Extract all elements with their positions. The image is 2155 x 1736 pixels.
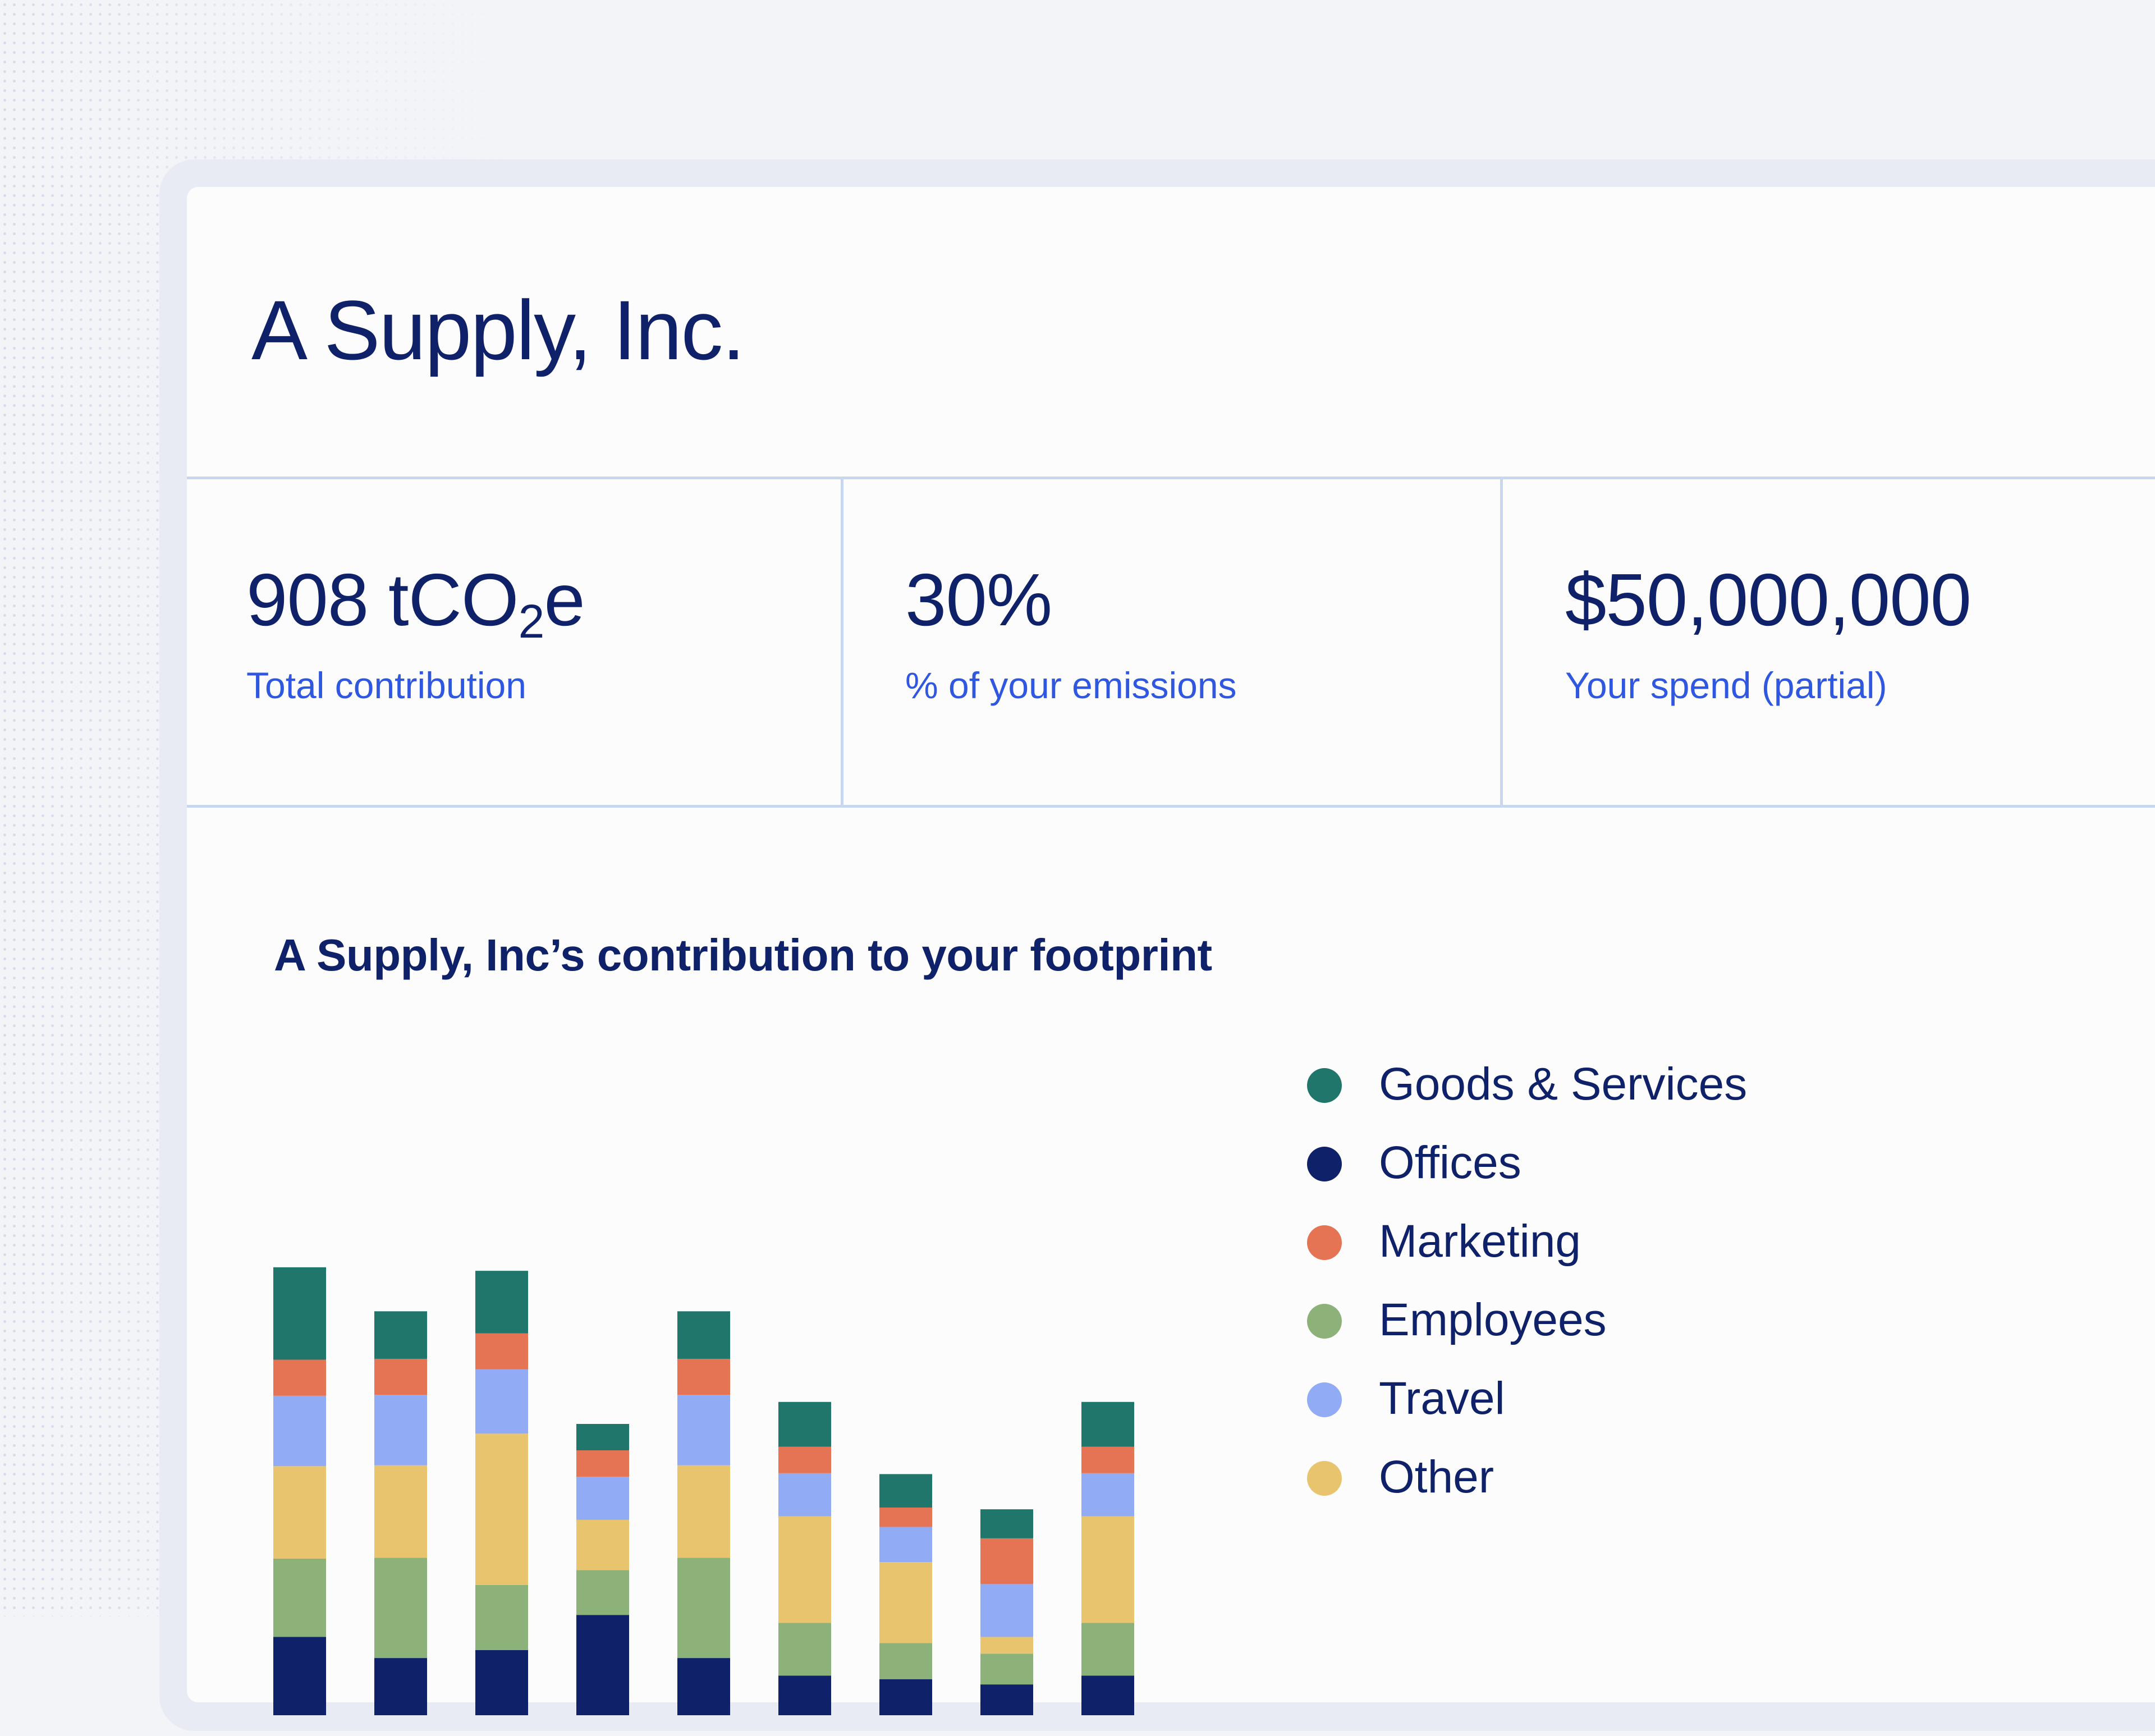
legend-label: Travel xyxy=(1379,1373,1505,1424)
bar-segment-marketing xyxy=(1081,1446,1134,1473)
stat-total-contribution: 908 tCO2e Total contribution xyxy=(246,563,585,707)
bar-segment-offices xyxy=(576,1615,629,1715)
bar-segment-employees xyxy=(1081,1623,1134,1676)
bar-segment-employees xyxy=(879,1643,932,1679)
bar-segment-offices xyxy=(374,1658,427,1715)
bar-segment-travel xyxy=(778,1473,831,1517)
bar-segment-travel xyxy=(1081,1473,1134,1517)
bar-segment-travel xyxy=(879,1527,932,1563)
bar-segment-other xyxy=(778,1516,831,1623)
legend-dot-icon xyxy=(1307,1068,1342,1103)
legend-dot-icon xyxy=(1307,1382,1342,1417)
bar-segment-offices xyxy=(677,1658,730,1715)
bar-segment-employees xyxy=(475,1584,528,1650)
bar-segment-other xyxy=(273,1466,326,1559)
stat-spend: $50,000,000 Your spend (partial) xyxy=(1565,563,1971,707)
bar-segment-employees xyxy=(576,1570,629,1615)
bar-segment-travel xyxy=(374,1395,427,1465)
bar-segment-travel xyxy=(576,1477,629,1520)
legend-label: Other xyxy=(1379,1451,1494,1503)
stat-label: Total contribution xyxy=(246,665,526,706)
bar-segment-other xyxy=(677,1465,730,1558)
bar-segment-marketing xyxy=(273,1359,326,1396)
supplier-card: A Supply, Inc. 908 tCO2e Total contribut… xyxy=(187,187,2155,1715)
bar-segment-travel xyxy=(980,1584,1033,1637)
bar-segment-goods-services xyxy=(980,1509,1033,1538)
legend-dot-icon xyxy=(1307,1304,1342,1339)
bar-segment-other xyxy=(879,1562,932,1643)
bar-segment-goods-services xyxy=(879,1474,932,1508)
bar-segment-marketing xyxy=(677,1358,730,1395)
legend-label: Goods & Services xyxy=(1379,1059,1748,1110)
bar-segment-other xyxy=(576,1519,629,1570)
company-name: A Supply, Inc. xyxy=(251,283,745,377)
bar-segment-offices xyxy=(1081,1675,1134,1715)
bar-segment-marketing xyxy=(778,1446,831,1473)
bar-segment-goods-services xyxy=(374,1311,427,1359)
bar-segment-goods-services xyxy=(475,1271,528,1334)
bar-segment-employees xyxy=(778,1623,831,1676)
bar-segment-employees xyxy=(273,1558,326,1637)
bar-segment-offices xyxy=(879,1679,932,1715)
divider xyxy=(187,477,2155,479)
legend-dot-icon xyxy=(1307,1461,1342,1496)
bar-segment-goods-services xyxy=(1081,1401,1134,1447)
bar-segment-marketing xyxy=(879,1507,932,1527)
bar-segment-employees xyxy=(374,1558,427,1659)
divider xyxy=(1500,477,1503,808)
stat-value: 30% xyxy=(905,558,1052,641)
bar-segment-travel xyxy=(677,1395,730,1465)
bar-segment-goods-services xyxy=(273,1267,326,1360)
bar-segment-offices xyxy=(273,1637,326,1715)
bar-segment-marketing xyxy=(980,1538,1033,1584)
bar-segment-offices xyxy=(778,1675,831,1715)
bar-segment-offices xyxy=(475,1650,528,1715)
bar-segment-other xyxy=(374,1465,427,1558)
stat-label: Your spend (partial) xyxy=(1565,665,1887,706)
legend-dot-icon xyxy=(1307,1225,1342,1260)
bar-segment-employees xyxy=(980,1653,1033,1685)
bar-segment-offices xyxy=(980,1684,1033,1715)
stat-emissions-percent: 30% % of your emissions xyxy=(905,563,1237,707)
chart-title: A Supply, Inc’s contribution to your foo… xyxy=(274,930,1212,980)
bar-segment-other xyxy=(1081,1516,1134,1623)
bar-segment-goods-services xyxy=(677,1311,730,1359)
bar-segment-other xyxy=(475,1433,528,1585)
bar-segment-marketing xyxy=(576,1450,629,1477)
divider xyxy=(187,805,2155,808)
stacked-bar-chart xyxy=(273,1267,1134,1715)
bar-segment-marketing xyxy=(475,1333,528,1369)
bar-segment-employees xyxy=(677,1558,730,1659)
legend-label: Offices xyxy=(1379,1137,1521,1188)
bar-segment-travel xyxy=(273,1395,326,1467)
stat-value: $50,000,000 xyxy=(1565,558,1971,641)
bar-segment-goods-services xyxy=(778,1401,831,1447)
stat-label: % of your emissions xyxy=(905,665,1237,706)
legend-dot-icon xyxy=(1307,1147,1342,1181)
bar-segment-travel xyxy=(475,1369,528,1434)
bar-segment-marketing xyxy=(374,1358,427,1395)
bar-segment-other xyxy=(980,1637,1033,1654)
stat-value: 908 tCO2e xyxy=(246,558,585,648)
bar-segment-goods-services xyxy=(576,1423,629,1451)
divider xyxy=(841,477,843,808)
legend-label: Marketing xyxy=(1379,1216,1581,1267)
legend-label: Employees xyxy=(1379,1294,1607,1345)
